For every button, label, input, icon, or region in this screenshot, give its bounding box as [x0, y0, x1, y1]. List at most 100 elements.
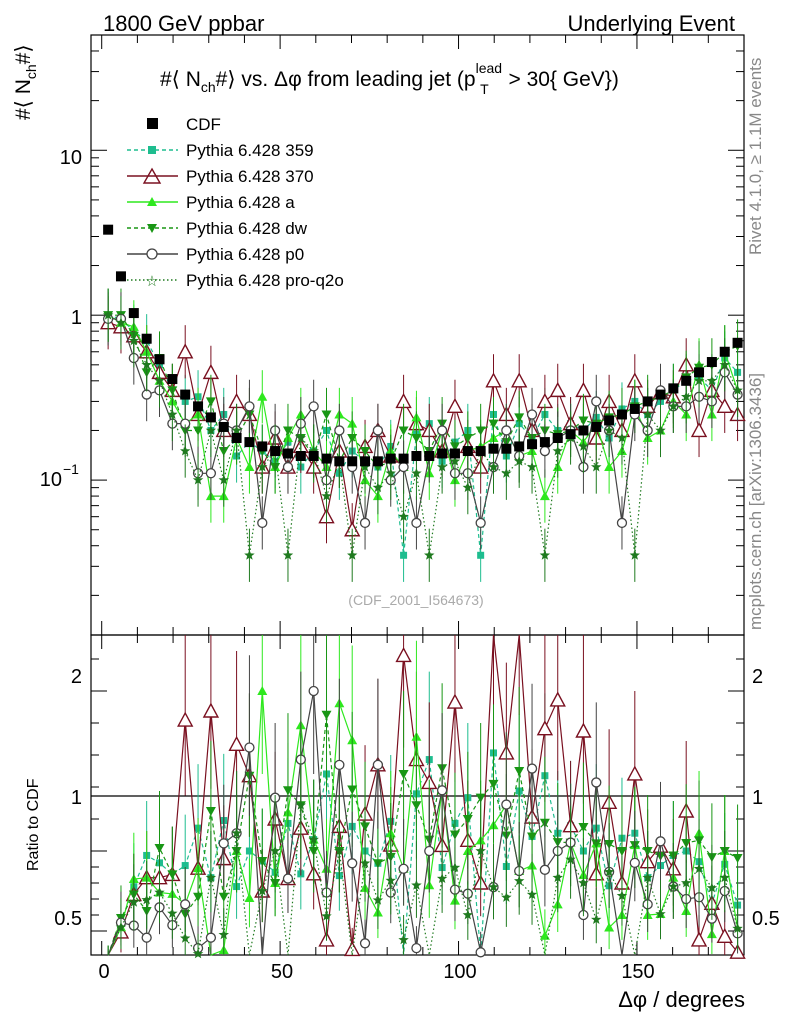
ratio-line-p0	[107, 690, 739, 956]
point-q2o	[359, 461, 371, 472]
point-q2o	[732, 384, 743, 395]
ratio-point-q2o	[655, 908, 666, 919]
ratio-point-q2o	[449, 862, 461, 872]
legend-label-dw: Pythia 6.428 dw	[186, 219, 308, 238]
point-cdf	[501, 443, 512, 454]
point-p0	[539, 445, 551, 457]
point-q2o	[693, 375, 705, 386]
ratio-point-370	[716, 927, 733, 944]
point-dw	[282, 426, 293, 436]
point-a	[244, 462, 255, 472]
point-q2o	[295, 432, 306, 443]
legend-marker-370	[142, 167, 162, 184]
legend-marker-q2o: ☆	[145, 272, 158, 290]
ratio-point-q2o	[321, 910, 332, 921]
y-tick-1: 1	[71, 307, 82, 329]
point-cdf	[604, 415, 615, 426]
point-cdf	[270, 446, 281, 457]
legend-marker-cdf	[147, 118, 158, 129]
ratio-point-p0	[180, 899, 191, 910]
ratio-point-q2o	[141, 894, 152, 905]
ratio-point-q2o	[616, 890, 628, 901]
ratio-point-dw	[398, 769, 409, 779]
point-q2o	[218, 474, 229, 485]
x-tick-50: 50	[271, 961, 293, 983]
point-q2o	[141, 359, 152, 370]
point-cdf	[681, 375, 692, 386]
point-dw	[462, 433, 473, 443]
legend-label-p0: Pythia 6.428 p0	[186, 245, 304, 264]
ratio-point-p0	[501, 799, 512, 810]
point-370	[446, 397, 464, 414]
point-dw	[488, 419, 499, 429]
point-q2o	[411, 467, 422, 478]
point-dw	[321, 410, 332, 420]
point-a	[257, 391, 268, 401]
ratio-point-dw	[167, 870, 178, 880]
ratio-point-370	[344, 940, 361, 957]
point-q2o	[552, 445, 563, 456]
ratio-tick-0.5-right: 0.5	[752, 908, 780, 930]
ratio-point-a	[244, 893, 255, 903]
point-q2o	[501, 467, 512, 478]
ratio-point-q2o	[115, 921, 127, 932]
point-q2o	[578, 440, 589, 451]
ratio-point-p0	[308, 685, 319, 697]
ratio-point-p0	[359, 938, 371, 949]
point-370	[716, 397, 733, 414]
point-dw	[205, 397, 216, 407]
ratio-point-q2o	[681, 877, 692, 888]
y-tick-10: 10	[60, 147, 82, 169]
legend-marker-a	[147, 197, 157, 206]
point-cdf	[154, 354, 165, 365]
point-370	[177, 343, 194, 359]
point-q2o	[681, 391, 692, 402]
point-q2o	[167, 409, 178, 419]
ratio-point-q2o	[603, 866, 615, 877]
point-q2o	[128, 335, 140, 346]
point-cdf	[231, 432, 242, 443]
ratio-point-q2o	[308, 834, 319, 844]
ratio-point-p0	[526, 763, 538, 774]
point-q2o	[616, 432, 628, 443]
point-cdf	[308, 450, 319, 461]
point-q2o	[180, 445, 191, 456]
point-370	[690, 421, 708, 438]
point-q2o	[539, 549, 551, 560]
point-q2o	[398, 511, 409, 522]
ratio-tick-1-right: 1	[752, 787, 763, 809]
point-p0	[616, 517, 628, 529]
y-tick-0.1-exp: −1	[63, 461, 79, 477]
point-cdf	[655, 389, 666, 400]
point-p0	[501, 425, 512, 436]
point-q2o	[154, 375, 165, 386]
point-cdf	[578, 425, 589, 436]
ratio-point-q2o	[514, 875, 525, 886]
series-line-q2o	[107, 314, 739, 556]
point-q2o	[115, 317, 127, 328]
ratio-point-q2o	[385, 875, 396, 886]
point-cdf	[527, 439, 538, 450]
point-cdf	[437, 448, 448, 459]
point-370	[549, 381, 566, 398]
ratio-line-q2o	[107, 805, 739, 956]
point-cdf	[167, 374, 178, 385]
point-cdf	[475, 446, 486, 457]
ratio-point-q2o	[359, 857, 371, 868]
ratio-point-q2o	[719, 872, 730, 883]
ratio-point-370	[177, 711, 194, 727]
legend-label-q2o: Pythia 6.428 pro-q2o	[186, 271, 344, 290]
ratio-point-q2o	[578, 877, 589, 888]
point-q2o	[244, 549, 255, 560]
ratio-data-layer	[107, 634, 746, 959]
point-cdf	[565, 429, 576, 440]
point-cdf	[385, 453, 396, 464]
point-p0	[475, 517, 486, 529]
point-p0	[526, 409, 538, 420]
ratio-point-dw	[578, 823, 589, 832]
point-q2o	[706, 375, 718, 386]
point-cdf	[449, 448, 460, 459]
point-q2o	[603, 425, 615, 435]
point-cdf	[128, 308, 139, 319]
header-right: Underlying Event	[567, 11, 735, 36]
